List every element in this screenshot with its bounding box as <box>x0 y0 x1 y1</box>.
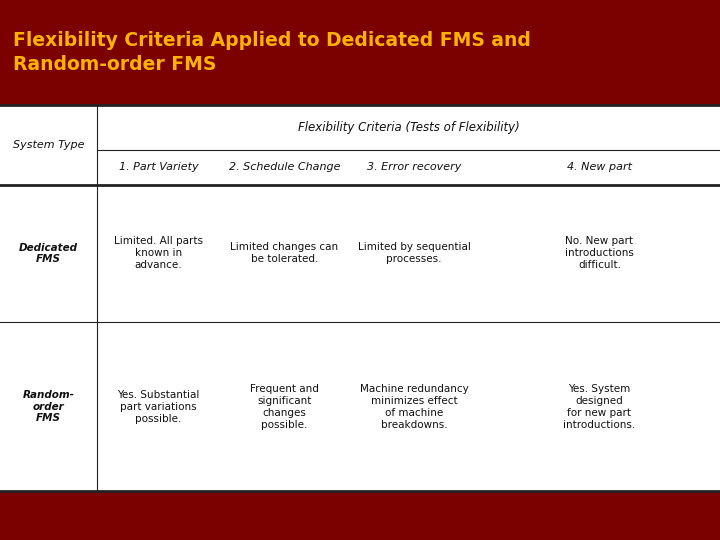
Text: Limited. All parts
known in
advance.: Limited. All parts known in advance. <box>114 237 203 271</box>
Text: 1. Part Variety: 1. Part Variety <box>119 163 198 172</box>
Text: Limited changes can
be tolerated.: Limited changes can be tolerated. <box>230 242 338 265</box>
Text: 3. Error recovery: 3. Error recovery <box>366 163 462 172</box>
Text: Frequent and
significant
changes
possible.: Frequent and significant changes possibl… <box>250 384 319 430</box>
Text: Machine redundancy
minimizes effect
of machine
breakdowns.: Machine redundancy minimizes effect of m… <box>359 384 469 430</box>
Text: System Type: System Type <box>13 140 84 150</box>
Text: Limited by sequential
processes.: Limited by sequential processes. <box>358 242 470 265</box>
Text: Flexibility Criteria (Tests of Flexibility): Flexibility Criteria (Tests of Flexibili… <box>298 122 519 134</box>
Text: 4. New part: 4. New part <box>567 163 632 172</box>
Text: Dedicated
FMS: Dedicated FMS <box>19 242 78 264</box>
Text: Yes. System
designed
for new part
introductions.: Yes. System designed for new part introd… <box>563 384 636 430</box>
Bar <box>0 105 720 491</box>
Text: No. New part
introductions
difficult.: No. New part introductions difficult. <box>565 237 634 271</box>
Bar <box>0 0 720 105</box>
Bar <box>0 491 720 540</box>
Text: Yes. Substantial
part variations
possible.: Yes. Substantial part variations possibl… <box>117 390 199 424</box>
Text: 2. Schedule Change: 2. Schedule Change <box>229 163 340 172</box>
Text: Flexibility Criteria Applied to Dedicated FMS and
Random-order FMS: Flexibility Criteria Applied to Dedicate… <box>13 31 531 75</box>
Text: Random-
order
FMS: Random- order FMS <box>22 390 75 423</box>
